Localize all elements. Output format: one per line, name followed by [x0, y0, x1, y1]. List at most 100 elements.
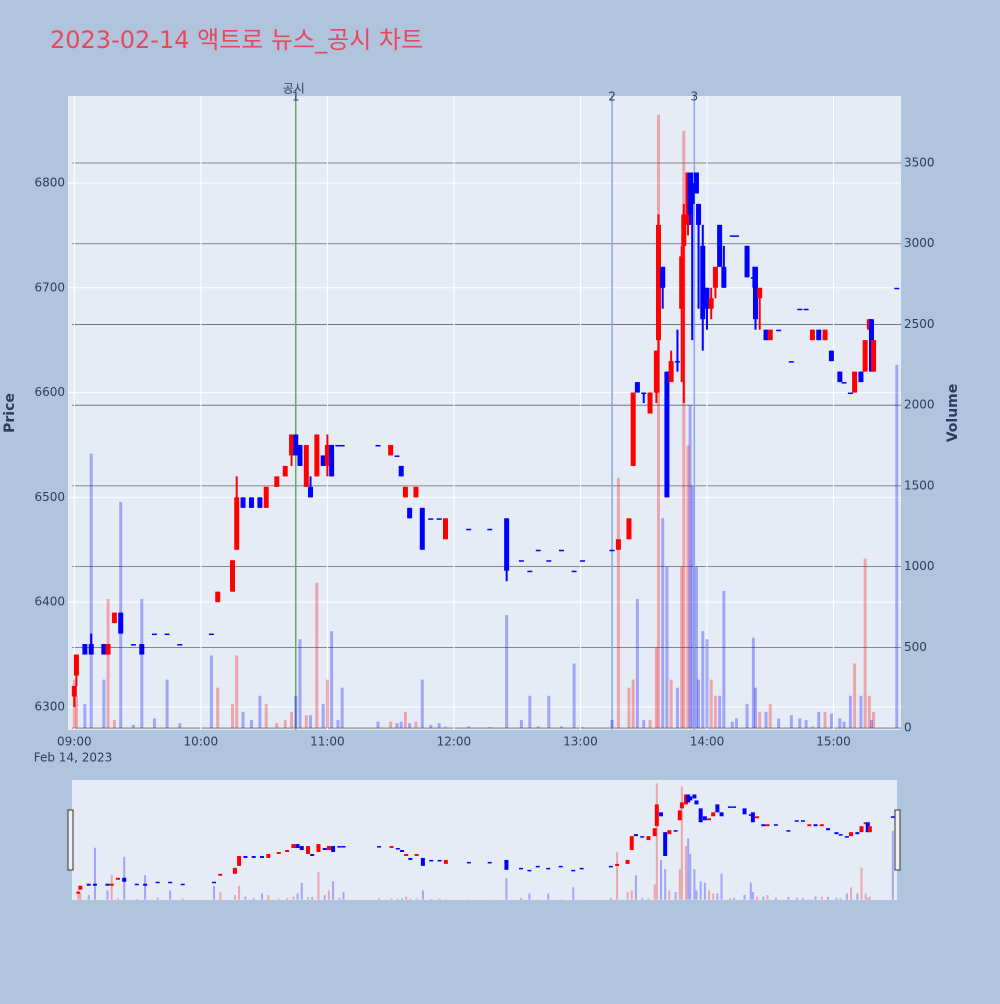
candle-body: [177, 644, 182, 646]
slider-volume-bar: [802, 898, 804, 900]
slider-candle: [615, 864, 619, 866]
volume-bar: [140, 599, 143, 728]
volume-bar: [560, 726, 563, 728]
candle-body: [536, 550, 541, 552]
volume-bar: [617, 478, 620, 728]
slider-volume-bar: [687, 839, 689, 900]
volume-bar: [438, 723, 441, 728]
event-name: 공시: [283, 82, 305, 96]
candle-body: [72, 686, 77, 696]
volume-bar: [710, 680, 713, 728]
slider-volume-bar: [401, 898, 403, 899]
volume-bar: [676, 688, 679, 728]
slider-volume-bar: [169, 890, 171, 899]
slider-volume-bar: [238, 886, 240, 900]
slider-volume-bar: [505, 878, 507, 899]
slider-candle: [663, 832, 667, 856]
volume-bar: [235, 655, 238, 728]
slider-volume-bar: [234, 895, 236, 900]
volume-bar: [315, 583, 318, 728]
slider-volume-bar: [79, 894, 81, 900]
candle-body: [487, 529, 492, 531]
slider-candle: [755, 816, 759, 818]
candle-body: [131, 644, 136, 646]
volume-bar: [611, 720, 614, 728]
y2-tick-label: 3500: [904, 156, 935, 170]
slider-volume-bar: [668, 890, 670, 899]
slider-candle: [377, 846, 381, 848]
slider-volume-bar: [261, 894, 263, 900]
slider-candle: [795, 820, 799, 822]
slider-candle: [218, 874, 222, 876]
slider-candle: [76, 892, 80, 894]
slider-candle: [640, 836, 644, 838]
slider-volume-bar: [520, 898, 522, 900]
volume-bar: [642, 720, 645, 728]
candle-body: [635, 382, 640, 392]
slider-candle: [390, 846, 394, 848]
slider-candle: [260, 856, 264, 858]
slider-candle: [546, 868, 550, 870]
slider-volume-bar: [627, 892, 629, 900]
candle-body: [842, 382, 847, 384]
volume-bar: [632, 680, 635, 728]
y2-tick-label: 1000: [904, 559, 935, 573]
slider-volume-bar: [827, 897, 829, 900]
slider-handle[interactable]: [895, 810, 900, 870]
slider-candle: [323, 848, 327, 850]
candle-body: [631, 393, 636, 466]
slider-candle: [694, 800, 698, 804]
slider-candle: [181, 884, 185, 886]
candle-body: [297, 445, 302, 466]
slider-volume-bar: [664, 869, 666, 900]
slider-volume-bar: [656, 784, 658, 900]
slider-candle: [859, 826, 863, 832]
candle-body: [399, 466, 404, 476]
volume-bar: [722, 591, 725, 728]
slider-volume-bar: [767, 895, 769, 900]
volume-bar: [153, 718, 156, 728]
slider-volume-bar: [840, 898, 842, 899]
volume-bar: [670, 680, 673, 728]
volume-bar: [294, 696, 297, 728]
range-slider[interactable]: [72, 780, 897, 900]
y2-tick-label: 3000: [904, 236, 935, 250]
candle-body: [519, 560, 524, 562]
slider-volume-bar: [213, 886, 215, 900]
volume-bar: [636, 599, 639, 728]
volume-bar: [421, 680, 424, 728]
y2-tick-label: 1500: [904, 478, 935, 492]
candle-body: [626, 518, 631, 539]
candle-body: [314, 434, 319, 476]
volume-bar: [581, 727, 584, 728]
slider-volume-bar: [775, 898, 777, 900]
slider-candle: [814, 824, 818, 826]
slider-candle: [891, 816, 895, 818]
slider-candle: [266, 854, 270, 858]
volume-bar: [798, 718, 801, 728]
candle-body: [804, 309, 809, 311]
slider-volume-bar: [721, 874, 723, 900]
slider-volume-bar: [867, 898, 869, 900]
volume-bar: [872, 712, 875, 728]
slider-handle[interactable]: [68, 810, 73, 870]
volume-bar: [408, 723, 411, 728]
candle-body: [789, 361, 794, 363]
slider-volume-bar: [685, 846, 687, 899]
candle-body: [572, 571, 577, 573]
volume-bar: [298, 639, 301, 728]
slider-volume-bar: [301, 883, 303, 900]
slider-candle: [743, 808, 747, 814]
volume-bar: [250, 720, 253, 728]
volume-bar: [838, 718, 841, 728]
volume-bar: [305, 715, 308, 728]
volume-bar: [210, 655, 213, 728]
candle-body: [863, 340, 868, 371]
candle-body: [823, 330, 828, 340]
slider-candle: [626, 860, 630, 864]
volume-bar: [691, 486, 694, 728]
slider-volume-bar: [695, 890, 697, 899]
candle-body: [264, 487, 269, 508]
slider-volume-bar: [815, 897, 817, 900]
volume-bar: [336, 720, 339, 728]
